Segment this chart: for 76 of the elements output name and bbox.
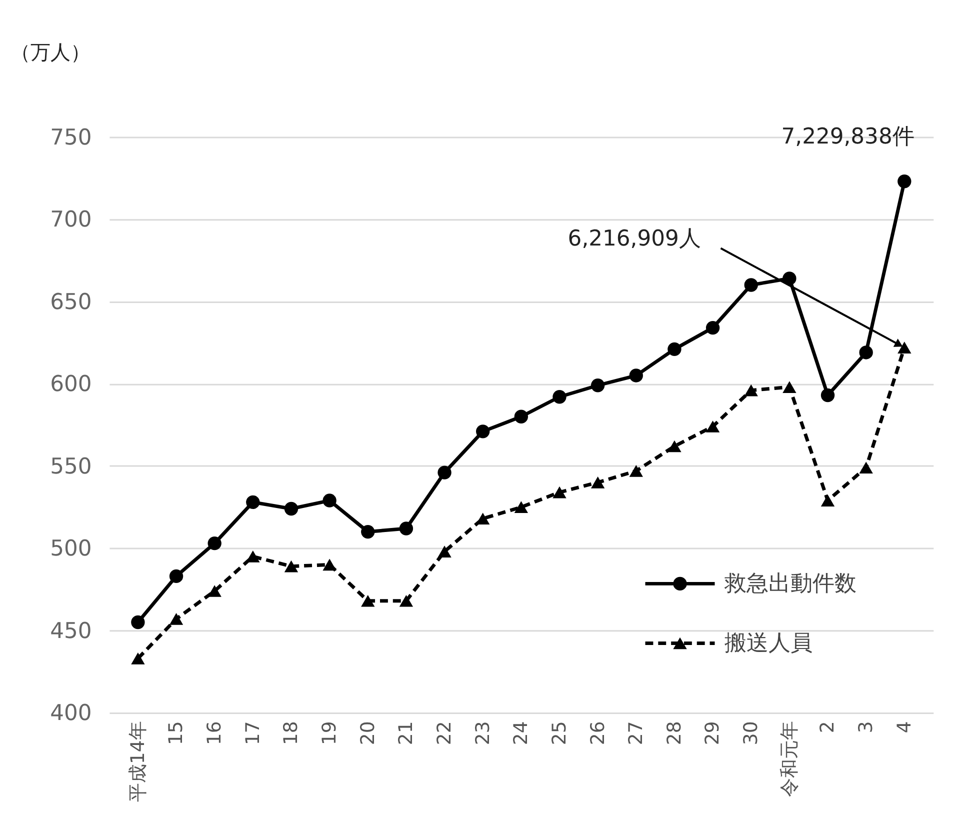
point xyxy=(208,536,222,550)
annotation: 7,229,838件 xyxy=(781,124,914,150)
point xyxy=(399,594,414,607)
y-tick-label: 700 xyxy=(50,208,92,233)
point xyxy=(169,569,184,584)
point xyxy=(399,522,414,536)
point xyxy=(668,342,682,356)
y-tick-label: 450 xyxy=(50,618,92,644)
x-tick-label: 29 xyxy=(702,721,724,746)
point xyxy=(131,615,145,630)
legend-label: 搬送人員 xyxy=(724,631,813,656)
point xyxy=(361,594,375,607)
x-tick-label: 4 xyxy=(893,721,916,734)
x-tick-label: 30 xyxy=(740,721,762,746)
point xyxy=(706,320,720,335)
y-tick-label: 750 xyxy=(50,125,92,150)
point xyxy=(668,440,682,452)
point xyxy=(782,272,796,286)
point xyxy=(246,550,260,562)
x-tick-label: 17 xyxy=(242,721,264,746)
x-tick-label: 2 xyxy=(816,721,839,734)
x-tick-label: 24 xyxy=(510,721,532,746)
point xyxy=(744,278,758,292)
point xyxy=(438,466,452,480)
point xyxy=(782,381,796,393)
annotation: 6,216,909人 xyxy=(568,226,701,252)
point xyxy=(820,388,835,402)
x-tick-label: 26 xyxy=(586,721,609,746)
point xyxy=(322,558,336,571)
x-tick-label: 22 xyxy=(433,721,456,746)
point xyxy=(898,174,912,188)
point xyxy=(706,420,720,432)
point xyxy=(514,410,528,424)
x-tick-label: 20 xyxy=(356,721,379,746)
point xyxy=(859,346,873,360)
point xyxy=(476,424,490,438)
x-tick-label: 23 xyxy=(472,721,494,746)
y-tick-label: 550 xyxy=(50,454,92,480)
point xyxy=(131,652,145,664)
x-tick-label: 3 xyxy=(855,721,878,734)
legend-label: 救急出動件数 xyxy=(724,572,857,597)
point xyxy=(322,494,336,508)
x-tick-label: 15 xyxy=(165,721,188,746)
point xyxy=(476,512,490,525)
x-tick-label: 28 xyxy=(663,721,686,746)
y-tick-label: 650 xyxy=(50,290,92,315)
point xyxy=(438,546,452,558)
point xyxy=(361,524,375,539)
x-tick-label: 18 xyxy=(280,721,302,746)
y-tick-label: 600 xyxy=(50,372,92,398)
point xyxy=(820,494,835,506)
point xyxy=(859,462,873,474)
y-tick-label: 400 xyxy=(50,701,92,726)
point xyxy=(898,342,912,354)
point xyxy=(590,378,605,392)
point xyxy=(552,390,566,404)
x-tick-label: 25 xyxy=(548,721,570,746)
point xyxy=(744,384,758,396)
x-tick-label: 21 xyxy=(395,721,418,746)
point xyxy=(169,613,184,625)
point xyxy=(514,501,528,514)
x-tick-label: 令和元年 xyxy=(778,721,800,798)
point xyxy=(629,368,643,382)
point xyxy=(284,502,298,516)
point xyxy=(246,495,260,509)
point xyxy=(284,560,298,572)
x-tick-label: 27 xyxy=(625,721,648,746)
x-tick-label: 平成14年 xyxy=(126,721,149,802)
x-tick-label: 19 xyxy=(318,721,341,746)
y-axis-title: （万人） xyxy=(10,41,90,64)
y-tick-label: 500 xyxy=(50,536,92,562)
point xyxy=(629,464,643,477)
point xyxy=(552,486,566,498)
point xyxy=(590,476,605,488)
x-tick-label: 16 xyxy=(204,721,226,746)
point xyxy=(208,585,222,597)
